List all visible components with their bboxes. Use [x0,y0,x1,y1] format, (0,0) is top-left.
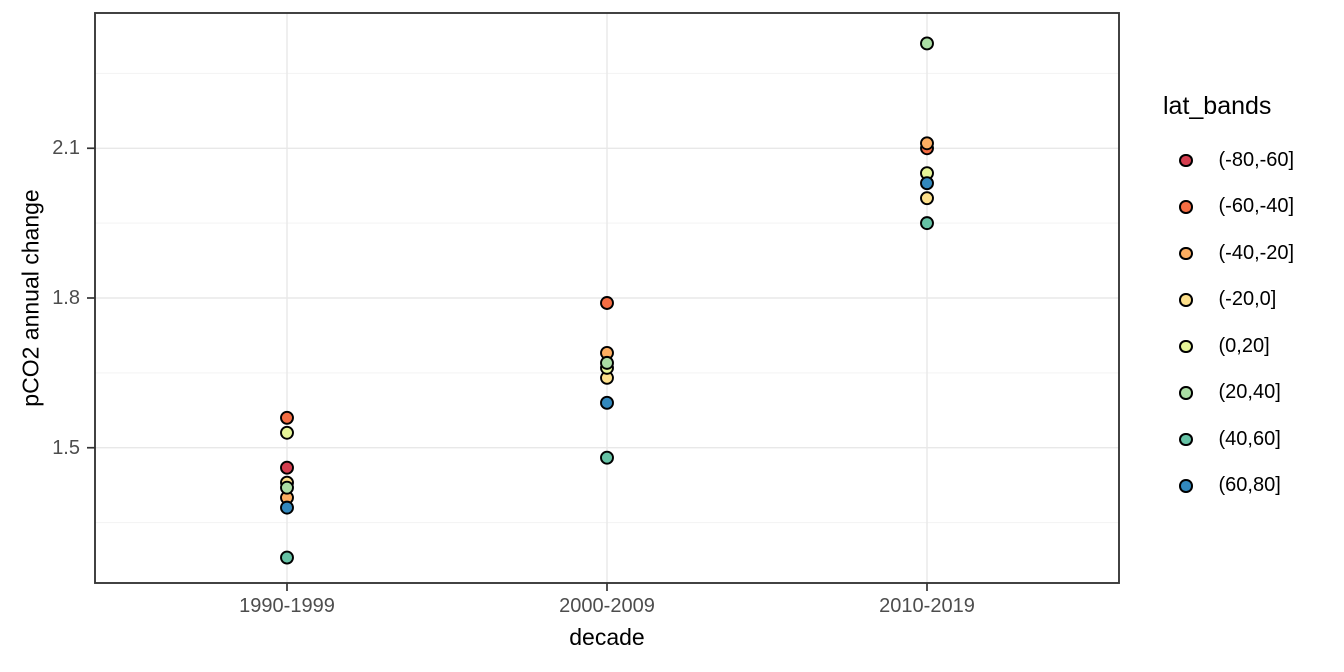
legend-item: (0,20] [1155,323,1294,370]
legend-item-label: (-80,-60] [1218,148,1295,171]
legend-title: lat_bands [1163,92,1272,120]
legend-key-dot [1179,339,1193,353]
y-tick-label: 1.5 [52,436,80,459]
legend-key-dot [1179,479,1193,493]
legend-item-label: (0,20] [1218,334,1270,357]
legend-key-dot [1179,200,1193,214]
point-(60,80]-2000-2009 [600,395,614,410]
legend-item: (60,80] [1155,463,1294,510]
point-(-60,-40]-1990-1999 [280,410,294,425]
legend-key-dot [1179,386,1193,400]
legend-key-dot [1179,153,1193,167]
y-tick-label: 1.8 [52,287,80,309]
point-(20,40]-2010-2019 [920,36,934,51]
point-(20,40]-2000-2009 [600,355,614,370]
y-axis-title: pCO2 annual change [17,189,44,407]
legend-items: (-80,-60] (-60,-40] (-40,-20] (-20,0] (0,20]… [1155,137,1294,509]
point-(-60,-40]-2000-2009 [600,296,614,310]
legend-item-label: (-40,-20] [1218,241,1295,264]
point-(-20,0]-2010-2019 [920,191,934,206]
point-(-80,-60]-1990-1999 [280,460,294,475]
y-tick-label: 2.1 [52,137,80,160]
legend-item-label: (40,60] [1218,427,1281,450]
legend-key-dot [1179,246,1193,260]
x-tick-label: 2010-2019 [879,595,975,617]
legend-item: (40,60] [1155,416,1294,463]
point-(20,40]-1990-1999 [280,480,294,495]
legend-item: (-40,-20] [1155,230,1294,277]
x-axis-title: decade [569,624,645,650]
x-tick-label: 2000-2009 [559,595,655,617]
point-(60,80]-2010-2019 [920,176,934,191]
legend-item-label: (20,40] [1218,381,1281,404]
point-(40,60]-2010-2019 [920,216,934,231]
legend-item: (-20,0] [1155,277,1294,324]
x-tick-label: 1990-1999 [239,595,335,617]
legend-item-label: (-20,0] [1218,288,1277,311]
point-(0,20]-1990-1999 [280,425,294,440]
point-(40,60]-2000-2009 [600,450,614,465]
legend-key-dot [1179,293,1193,307]
legend-item-label: (-60,-40] [1218,195,1295,218]
point-(40,60]-1990-1999 [280,550,294,565]
legend-key-dot [1179,432,1193,446]
point-(-40,-20]-2010-2019 [920,136,934,151]
legend: lat_bands (-80,-60] (-60,-40] (-40,-20] (-2… [1155,92,1294,509]
legend-item-label: (60,80] [1218,474,1281,497]
point-(60,80]-1990-1999 [280,500,294,515]
legend-item: (-60,-40] [1155,184,1294,231]
legend-item: (20,40] [1155,370,1294,417]
legend-item: (-80,-60] [1155,137,1294,184]
